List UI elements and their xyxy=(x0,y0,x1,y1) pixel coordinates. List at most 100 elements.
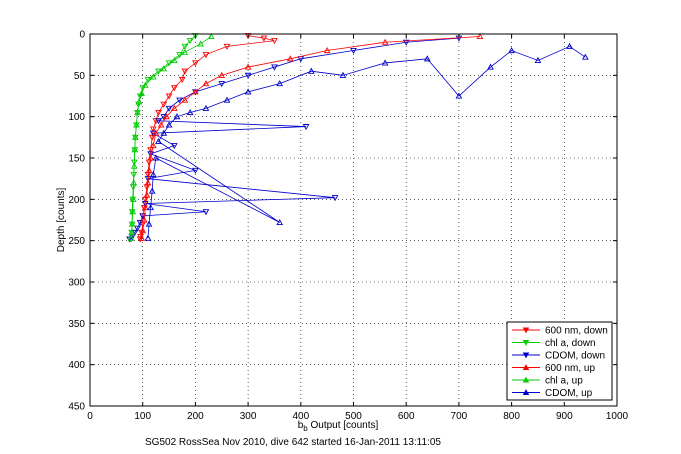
data-point xyxy=(128,228,135,235)
data-point xyxy=(144,76,152,83)
data-point xyxy=(582,53,589,60)
data-point xyxy=(350,48,357,55)
data-point xyxy=(141,200,149,207)
data-point xyxy=(148,187,156,194)
data-point xyxy=(136,219,144,227)
data-point xyxy=(130,162,138,169)
y-tick-label: 350 xyxy=(68,319,85,330)
legend-swatch-marker xyxy=(522,352,530,359)
data-point xyxy=(130,179,138,186)
data-point xyxy=(145,166,153,173)
data-point xyxy=(134,109,141,116)
data-point xyxy=(165,105,173,112)
data-point xyxy=(402,39,410,46)
data-point xyxy=(170,143,178,150)
legend-swatch-marker xyxy=(522,364,530,370)
series-5 xyxy=(144,42,589,241)
y-tick-label: 300 xyxy=(68,278,85,289)
legend-swatch-marker xyxy=(522,389,530,395)
data-point xyxy=(135,98,143,105)
data-point xyxy=(487,63,494,70)
x-tick-label: 500 xyxy=(345,411,362,422)
data-point xyxy=(160,65,168,72)
data-point xyxy=(176,97,183,104)
data-point xyxy=(131,146,139,153)
x-tick-label: 200 xyxy=(187,411,204,422)
data-point xyxy=(149,171,157,178)
data-point xyxy=(271,38,278,45)
data-point xyxy=(163,113,170,120)
series-line xyxy=(139,35,275,240)
figure-footer: SG502 RossSea Nov 2010, dive 642 started… xyxy=(145,437,441,448)
x-axis-label: bb Output [counts] xyxy=(298,420,379,433)
data-point xyxy=(197,40,205,47)
data-point xyxy=(138,234,146,241)
data-point xyxy=(181,68,189,75)
legend-entry: 600 nm, down xyxy=(545,326,608,337)
data-point xyxy=(147,204,154,211)
data-point xyxy=(134,225,141,232)
data-point xyxy=(170,104,178,111)
data-point xyxy=(165,93,173,100)
data-point xyxy=(260,35,268,42)
data-point xyxy=(144,234,152,241)
data-point xyxy=(307,67,315,74)
data-point xyxy=(157,121,165,128)
data-point xyxy=(218,71,226,78)
data-point xyxy=(152,154,160,161)
x-tick-label: 0 xyxy=(87,411,93,422)
data-point xyxy=(149,73,157,80)
data-point xyxy=(141,204,149,211)
data-point xyxy=(148,134,156,141)
legend-entry: chl a, down xyxy=(545,338,596,349)
data-point xyxy=(133,121,140,128)
data-point xyxy=(223,43,231,50)
data-point xyxy=(271,64,278,71)
data-point xyxy=(144,176,152,183)
data-point xyxy=(455,92,463,99)
y-tick-label: 400 xyxy=(68,360,85,371)
legend-swatch-marker xyxy=(522,327,530,334)
data-point xyxy=(160,101,168,108)
data-point xyxy=(139,213,147,220)
x-tick-label: 400 xyxy=(292,411,309,422)
series-1 xyxy=(127,33,199,243)
data-point xyxy=(178,76,186,83)
data-point xyxy=(207,32,215,40)
y-tick-label: 250 xyxy=(68,236,85,247)
data-point xyxy=(129,195,137,202)
data-point xyxy=(192,60,199,67)
data-point xyxy=(149,142,157,149)
data-point xyxy=(276,218,284,226)
series-line xyxy=(129,37,459,240)
data-point xyxy=(141,81,149,88)
x-tick-label: 900 xyxy=(556,411,573,422)
series-2 xyxy=(126,35,463,243)
y-tick-label: 100 xyxy=(68,112,85,123)
y-axis-label: Depth [counts] xyxy=(56,188,67,253)
data-point xyxy=(244,88,252,95)
data-point xyxy=(566,42,573,49)
data-point xyxy=(160,129,168,136)
data-point xyxy=(508,47,515,54)
data-point xyxy=(331,195,339,202)
data-point xyxy=(152,129,160,136)
data-point xyxy=(192,167,199,174)
data-point xyxy=(323,47,331,54)
y-tick-label: 50 xyxy=(74,71,86,82)
data-point xyxy=(129,208,137,215)
data-point xyxy=(136,236,144,243)
series-line xyxy=(141,36,481,239)
data-point xyxy=(339,71,347,78)
data-point xyxy=(147,154,154,161)
data-point xyxy=(302,124,310,131)
series-3 xyxy=(138,32,484,241)
data-point xyxy=(173,113,181,120)
data-point xyxy=(202,80,210,87)
data-point xyxy=(202,52,210,59)
data-point xyxy=(181,48,189,55)
data-point xyxy=(155,110,162,117)
data-point xyxy=(202,209,210,216)
